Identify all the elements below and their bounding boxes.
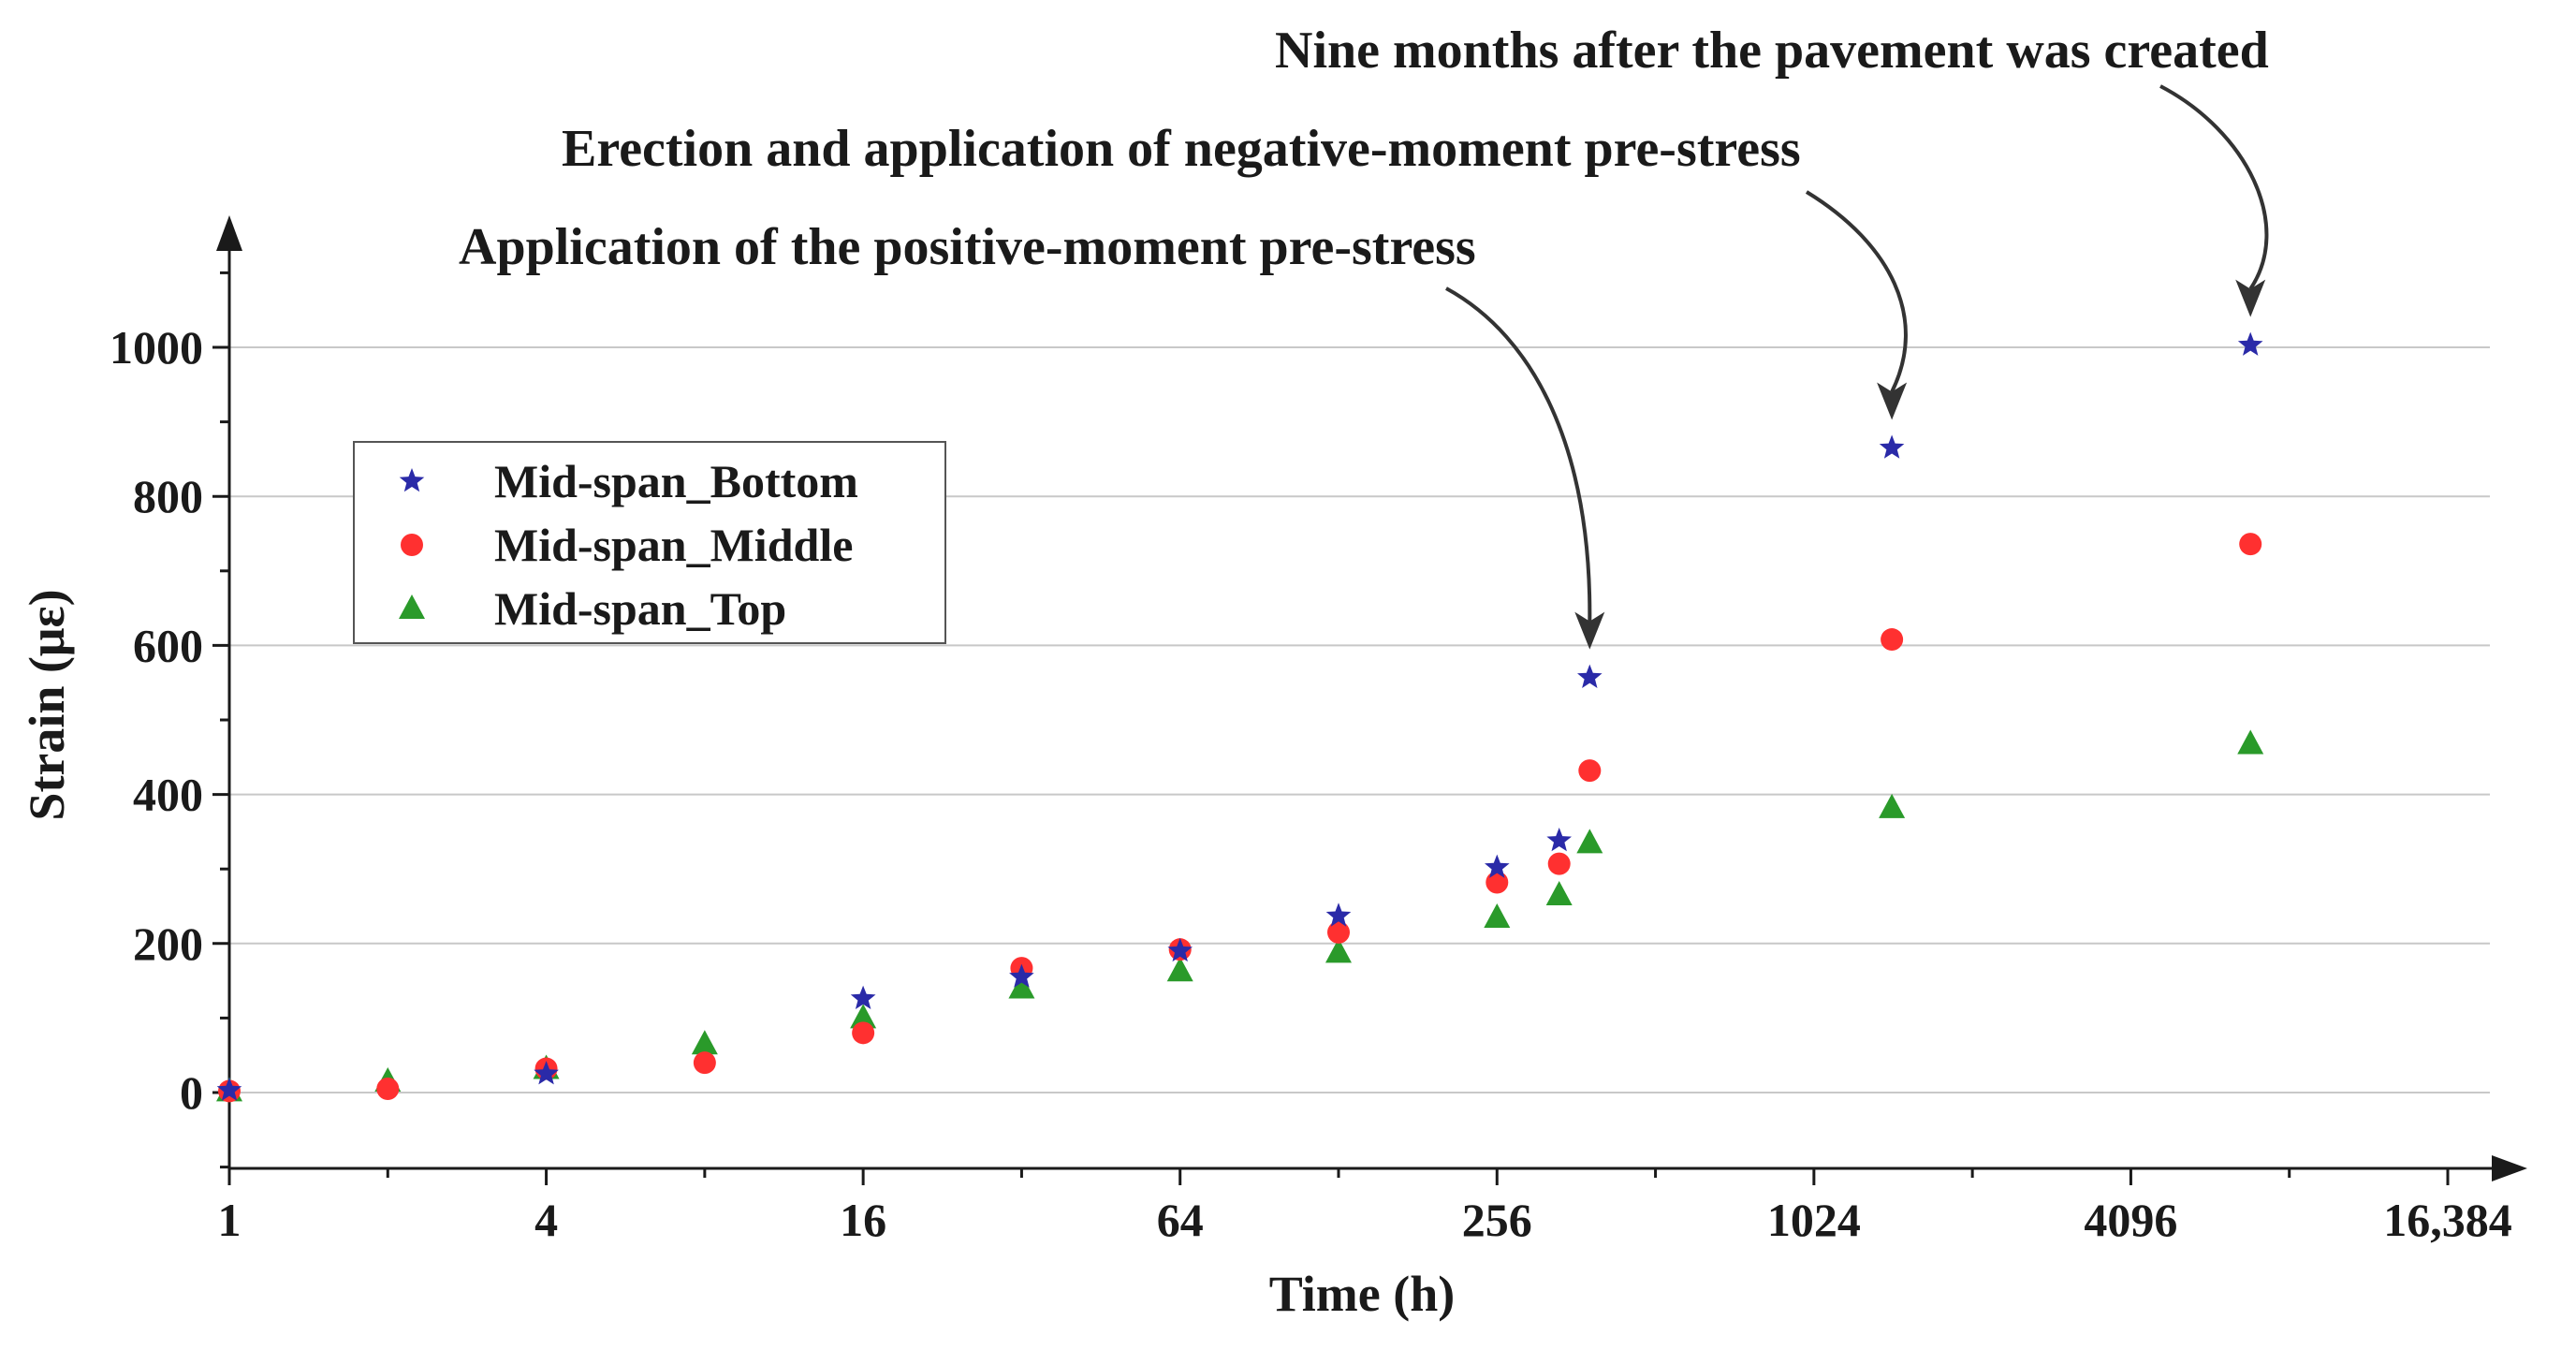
annotation-arrow-line bbox=[2159, 84, 2269, 290]
data-point-mid-span-top bbox=[1484, 902, 1511, 928]
y-axis-title: Strain (με) bbox=[19, 589, 75, 820]
y-tick-label: 0 bbox=[180, 1066, 203, 1119]
data-point-mid-span-middle bbox=[376, 1078, 400, 1101]
data-point-mid-span-bottom bbox=[1879, 434, 1905, 459]
legend-label: Mid-span_Top bbox=[494, 582, 786, 635]
tick-labels: 0 200 400 600 800 1000 1 4 16 64 256 1024 4096 16,384 bbox=[110, 321, 2512, 1246]
y-tick-label: 800 bbox=[133, 470, 203, 522]
data-point-mid-span-middle bbox=[1327, 920, 1350, 944]
x-tick-label: 64 bbox=[1157, 1194, 1204, 1246]
x-tick-label: 16,384 bbox=[2383, 1194, 2512, 1246]
annotation-arrow-line bbox=[1445, 286, 1592, 622]
annotation-label: Application of the positive-moment pre-s… bbox=[459, 218, 1476, 276]
data-point-mid-span-bottom bbox=[1009, 963, 1034, 988]
x-tick-label: 256 bbox=[1462, 1194, 1532, 1246]
legend-marker-mid-span-middle bbox=[401, 534, 423, 556]
x-tick-label: 16 bbox=[840, 1194, 886, 1246]
data-point-mid-span-bottom bbox=[850, 985, 876, 1009]
data-point-mid-span-top bbox=[2237, 729, 2264, 755]
data-point-mid-span-bottom bbox=[216, 1077, 242, 1101]
legend: Mid-span_Bottom Mid-span_Middle Mid-span_T… bbox=[353, 441, 946, 644]
data-point-mid-span-middle bbox=[1578, 759, 1602, 783]
y-tick-label: 400 bbox=[133, 769, 203, 821]
data-point-mid-span-bottom bbox=[1546, 828, 1572, 852]
y-tick-label: 600 bbox=[133, 619, 203, 671]
annotation-label: Erection and application of negative-mom… bbox=[562, 120, 1801, 178]
axes bbox=[212, 215, 2527, 1185]
x-tick-label: 4 bbox=[534, 1194, 558, 1246]
y-axis-arrow bbox=[216, 215, 242, 251]
data-point-mid-span-bottom bbox=[1577, 664, 1603, 688]
legend-label: Mid-span_Bottom bbox=[494, 455, 858, 507]
legend-marker-mid-span-top bbox=[399, 594, 425, 619]
data-point-mid-span-top bbox=[850, 1004, 877, 1029]
annotation-arrow-line bbox=[1805, 190, 1908, 393]
legend-box bbox=[353, 441, 946, 644]
y-tick-label: 200 bbox=[133, 917, 203, 970]
data-point-mid-span-top bbox=[1008, 974, 1035, 999]
x-tick-label: 1024 bbox=[1767, 1194, 1861, 1246]
data-point-mid-span-top bbox=[1576, 829, 1603, 854]
data-point-mid-span-top bbox=[1545, 881, 1573, 906]
data-point-mid-span-bottom bbox=[534, 1061, 559, 1085]
legend-marker-mid-span-bottom bbox=[399, 468, 425, 492]
data-points bbox=[216, 331, 2264, 1103]
x-tick-label: 1 bbox=[218, 1194, 242, 1246]
annotation-arrowhead bbox=[2235, 279, 2266, 317]
annotation-label: Nine months after the pavement was creat… bbox=[1275, 22, 2269, 80]
data-point-mid-span-middle bbox=[2239, 533, 2262, 556]
annotation-arrowhead bbox=[1574, 611, 1605, 650]
data-point-mid-span-middle bbox=[693, 1051, 716, 1075]
data-point-mid-span-bottom bbox=[1325, 902, 1352, 927]
x-tick-label: 4096 bbox=[2084, 1194, 2177, 1246]
data-point-mid-span-top bbox=[691, 1030, 718, 1055]
legend-label: Mid-span_Middle bbox=[494, 519, 853, 571]
data-point-mid-span-top bbox=[1879, 793, 1906, 818]
data-point-mid-span-top bbox=[1325, 938, 1352, 963]
y-tick-label: 1000 bbox=[110, 321, 203, 374]
x-axis-arrow bbox=[2492, 1155, 2527, 1181]
data-point-mid-span-bottom bbox=[1167, 937, 1193, 962]
data-point-mid-span-top bbox=[1166, 957, 1193, 982]
annotation-arrowhead bbox=[1877, 382, 1908, 420]
data-point-mid-span-middle bbox=[1486, 871, 1509, 894]
data-point-mid-span-bottom bbox=[2237, 331, 2263, 356]
data-point-mid-span-middle bbox=[852, 1021, 875, 1045]
data-point-mid-span-middle bbox=[1547, 852, 1571, 875]
x-axis-title: Time (h) bbox=[1269, 1266, 1456, 1322]
data-point-mid-span-middle bbox=[1881, 628, 1904, 652]
data-point-mid-span-bottom bbox=[1485, 854, 1510, 878]
annotations: Application of the positive-moment pre-s… bbox=[459, 22, 2269, 650]
